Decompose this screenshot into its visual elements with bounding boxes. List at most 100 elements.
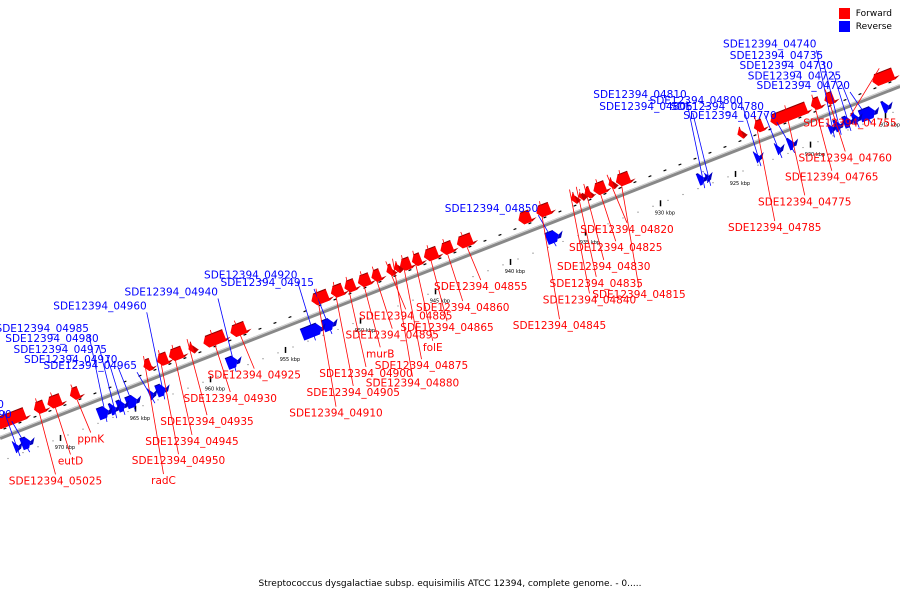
gene-block-reverse[interactable] (826, 122, 838, 135)
gene-label[interactable]: SDE12394_04835 (550, 278, 643, 290)
gene-edge (0, 407, 23, 418)
gene-label[interactable]: SDE12394_04760 (799, 152, 892, 164)
gene-block-forward[interactable] (423, 245, 444, 262)
gene-label[interactable]: SDE12394_04860 (416, 302, 509, 314)
gene-label[interactable]: SDE12394_04935 (160, 416, 253, 428)
gene-label[interactable]: SDE12394_04840 (543, 294, 636, 306)
gene-block-forward[interactable] (737, 126, 749, 139)
gene-block-reverse[interactable] (841, 115, 856, 129)
gene-block-forward[interactable] (518, 209, 537, 225)
gene-label[interactable]: SDE12394_04945 (145, 436, 238, 448)
gene-block-forward[interactable] (188, 341, 200, 354)
gene-label[interactable]: SDE12394_04740 (723, 38, 816, 50)
gene-label[interactable]: SDE12394_04850 (445, 203, 538, 215)
gene-label[interactable]: SDE12394_04825 (569, 242, 662, 254)
gene-label[interactable]: SDE12394_04815 (592, 289, 685, 301)
gene-label[interactable]: SDE12394_04820 (580, 224, 673, 236)
gene-label[interactable]: SDE12394_04940 (125, 286, 218, 298)
gene-block-reverse[interactable] (773, 143, 785, 156)
gene-label[interactable]: SDE12394_04735 (730, 50, 823, 62)
gene-label[interactable]: SDE12394_04775 (758, 196, 851, 208)
ruler-dot (832, 135, 834, 137)
gene-block-forward[interactable] (593, 180, 612, 196)
gene-label[interactable]: SDE12394_04895 (346, 330, 439, 342)
gene-label[interactable]: SDE12394_04885 (359, 310, 452, 322)
gene-block-forward[interactable] (230, 320, 252, 337)
gene-block-reverse[interactable] (299, 322, 326, 341)
gene-label[interactable]: SDE12394_04780 (671, 101, 764, 113)
gene-label[interactable]: SDE12394_04950 (132, 455, 225, 467)
gene-block-forward[interactable] (0, 407, 32, 430)
gene-block-forward[interactable] (203, 329, 231, 348)
gene-label[interactable]: ppnK (77, 434, 105, 446)
gene-block-reverse[interactable] (880, 100, 893, 114)
gene-leader-line (754, 116, 776, 222)
gene-block-forward[interactable] (810, 96, 827, 110)
gene-block-forward[interactable] (615, 170, 636, 187)
gene-label[interactable]: SDE12394_04980 (5, 333, 98, 345)
gene-label[interactable]: SDE12394_04805 (599, 101, 692, 113)
gene-label[interactable]: SDE12394_04755 (803, 117, 896, 129)
gene-block-forward[interactable] (872, 67, 900, 86)
gene-label[interactable]: SDE12394_04960 (53, 300, 146, 312)
gene-label[interactable]: SDE12394_05030 (0, 399, 4, 411)
gene-label[interactable]: SDE12394_04765 (785, 172, 878, 184)
gene-label[interactable]: SDE12394_04970 (24, 354, 117, 366)
minor-tick (843, 98, 847, 102)
gene-label[interactable]: SDE12394_04985 (0, 323, 89, 335)
gene-label[interactable]: SDE12394_04930 (184, 393, 277, 405)
gene-block-forward[interactable] (578, 189, 589, 202)
minor-tick (633, 181, 637, 184)
minor-tick (513, 227, 517, 231)
gene-label[interactable]: SDE12394_04770 (683, 110, 776, 122)
gene-label[interactable]: SDE12394_04905 (307, 387, 400, 399)
gene-block-forward[interactable] (536, 201, 557, 218)
gene-label[interactable]: SDE12394_04830 (557, 261, 650, 273)
gene-block-forward[interactable] (608, 177, 620, 190)
gene-label[interactable]: SDE12394_04925 (208, 370, 301, 382)
gene-top-face (707, 171, 713, 183)
gene-label[interactable]: radC (151, 475, 176, 487)
gene-block-forward[interactable] (168, 345, 189, 362)
gene-block-forward[interactable] (570, 191, 582, 204)
gene-label[interactable]: SDE12394_04880 (366, 378, 459, 390)
gene-label[interactable]: SDE12394_04730 (740, 60, 833, 72)
gene-label[interactable]: eutD (58, 455, 83, 467)
gene-label[interactable]: SDE12394_04875 (375, 360, 468, 372)
gene-label[interactable]: SDE12394_04845 (513, 320, 606, 332)
gene-label[interactable]: SDE12394_04910 (289, 408, 382, 420)
gene-label[interactable]: SDE12394_04810 (593, 89, 686, 101)
gene-block-reverse[interactable] (702, 171, 713, 183)
gene-block-forward[interactable] (456, 232, 479, 249)
gene-block-reverse[interactable] (154, 383, 170, 398)
gene-block-forward[interactable] (770, 101, 813, 126)
gene-edge (771, 101, 805, 116)
gene-leader-line (824, 89, 846, 152)
gene-label[interactable]: SDE12394_04725 (748, 71, 841, 83)
gene-label[interactable]: SDE12394_04915 (221, 277, 314, 289)
ruler-dot (667, 199, 669, 201)
genome-caption: Streptococcus dysgalactiae subsp. equisi… (258, 579, 642, 589)
gene-label[interactable]: SDE12394_04785 (728, 222, 821, 234)
gene-block-forward[interactable] (393, 261, 405, 274)
gene-label[interactable]: folE (423, 342, 443, 354)
gene-block-reverse[interactable] (95, 405, 113, 421)
gene-block-forward[interactable] (344, 278, 362, 293)
gene-label[interactable]: SDE12394_04865 (400, 322, 493, 334)
gene-label[interactable]: SDE12394_04855 (434, 281, 527, 293)
gene-front-face (115, 399, 126, 413)
gene-block-reverse[interactable] (544, 229, 563, 245)
gene-leader-line (537, 215, 557, 247)
gene-label[interactable]: SDE12394_04720 (757, 80, 850, 92)
gene-block-reverse[interactable] (224, 355, 242, 370)
gene-label[interactable]: SDE12394_04800 (650, 95, 743, 107)
gene-block-forward[interactable] (47, 393, 68, 409)
gene-label[interactable]: SDE12394_04920 (204, 269, 297, 281)
gene-label[interactable]: SDE12394_04975 (14, 344, 107, 356)
gene-label[interactable]: SDE12394_05025 (9, 475, 102, 487)
gene-label[interactable]: murB (366, 348, 394, 360)
gene-label[interactable]: SDE12394_04965 (44, 360, 137, 372)
ruler-dot (337, 328, 339, 331)
gene-block-reverse[interactable] (115, 399, 130, 413)
gene-label[interactable]: SDE12394_04900 (319, 368, 412, 380)
